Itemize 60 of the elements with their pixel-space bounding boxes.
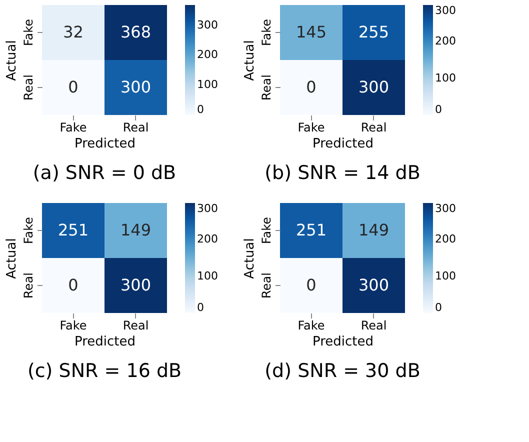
color-bar-label: 200 [435, 34, 456, 48]
color-bar-label: 0 [197, 103, 204, 116]
data-label: 0 [306, 78, 316, 96]
text: (b) SNR = 14 dB [264, 162, 420, 184]
x-axis-title: Predicted [312, 334, 374, 350]
y-axis-title: Actual [4, 238, 20, 279]
x-tick-label: Fake [60, 318, 87, 332]
y-tick-label: Real [260, 272, 274, 298]
text: (a) SNR = 0 dB [32, 162, 176, 184]
y-tick-label: Fake [260, 216, 274, 244]
text: (c) SNR = 16 dB [27, 360, 182, 382]
data-label: 300 [120, 78, 152, 96]
data-label: 251 [58, 220, 89, 240]
data-label: 145 [296, 22, 327, 42]
data-label: 255 [358, 22, 390, 42]
x-tick-label: Real [360, 318, 387, 332]
color-bar-label: 100 [435, 71, 456, 84]
data-label: 0 [68, 276, 78, 294]
y-tick-label: Real [22, 74, 36, 100]
data-label: 32 [63, 22, 84, 42]
color-bar-label: 100 [197, 269, 218, 282]
data-label: 0 [306, 276, 316, 294]
y-axis-title: Actual [4, 40, 20, 81]
color-bar-label: 300 [197, 18, 218, 32]
data-label: 149 [358, 220, 390, 240]
color-bar-label: 200 [435, 232, 456, 246]
data-label: 0 [68, 78, 78, 96]
color-bar-label: 0 [435, 301, 442, 314]
data-label: 300 [120, 276, 152, 294]
color-bar-label: 300 [435, 4, 456, 17]
data-label: 251 [296, 220, 327, 240]
x-tick-label: Fake [298, 120, 325, 134]
data-label: 149 [120, 220, 152, 240]
x-axis-title: Predicted [312, 136, 374, 152]
data-label: 300 [358, 78, 390, 96]
y-axis-title: Actual [242, 238, 258, 279]
color-bar-label: 0 [197, 301, 204, 314]
x-tick-label: Fake [60, 120, 87, 134]
x-tick-label: Real [360, 120, 387, 134]
y-tick-label: Fake [22, 216, 36, 244]
data-label: 300 [358, 276, 390, 294]
x-axis-title: Predicted [74, 334, 136, 350]
color-bar-label: 0 [435, 103, 442, 116]
data-label: 368 [120, 22, 152, 42]
color-bar-label: 300 [197, 202, 218, 215]
y-tick-label: Real [22, 272, 36, 298]
color-bar-label: 100 [197, 78, 218, 92]
y-tick-label: Fake [22, 18, 36, 46]
color-bar-label: 200 [197, 48, 218, 62]
x-axis-title: Predicted [74, 136, 136, 152]
color-bar-label: 300 [435, 202, 456, 215]
text: (d) SNR = 30 dB [264, 360, 420, 382]
color-bar-label: 100 [435, 269, 456, 282]
x-tick-label: Real [122, 318, 149, 332]
color-bar-label: 200 [197, 232, 218, 246]
x-tick-label: Fake [298, 318, 325, 332]
y-axis-title: Actual [242, 40, 258, 81]
x-tick-label: Real [122, 120, 149, 134]
y-tick-label: Real [260, 74, 274, 100]
y-tick-label: Fake [260, 18, 274, 46]
